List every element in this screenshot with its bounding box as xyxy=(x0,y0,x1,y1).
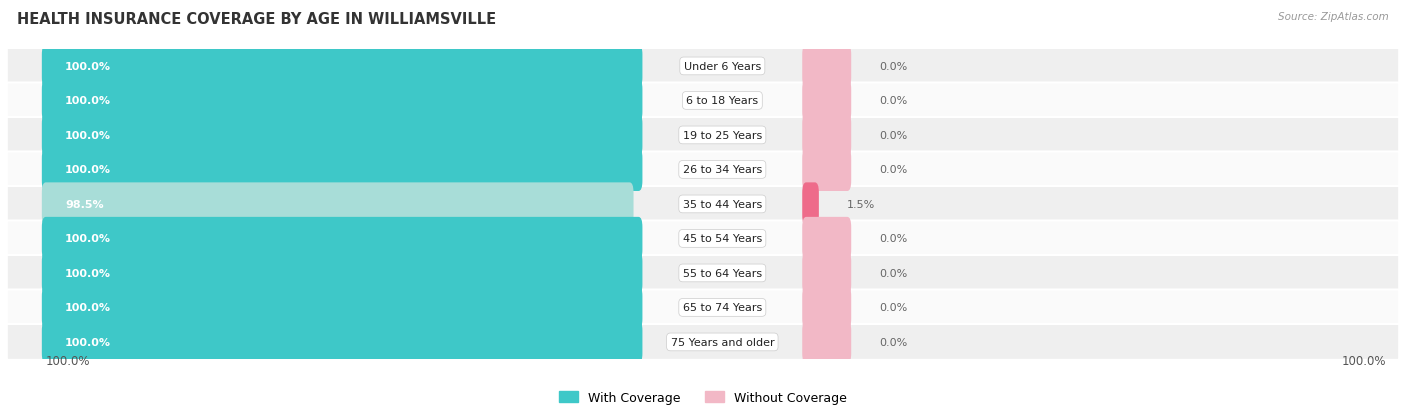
Text: 1.5%: 1.5% xyxy=(848,199,876,209)
FancyBboxPatch shape xyxy=(42,252,643,295)
Text: 100.0%: 100.0% xyxy=(65,165,111,175)
Text: 0.0%: 0.0% xyxy=(880,96,908,106)
FancyBboxPatch shape xyxy=(803,217,851,260)
FancyBboxPatch shape xyxy=(803,114,851,157)
FancyBboxPatch shape xyxy=(7,221,1399,257)
FancyBboxPatch shape xyxy=(42,45,643,88)
Text: 65 to 74 Years: 65 to 74 Years xyxy=(683,303,762,313)
FancyBboxPatch shape xyxy=(803,45,851,88)
Text: 55 to 64 Years: 55 to 64 Years xyxy=(683,268,762,278)
FancyBboxPatch shape xyxy=(803,149,851,192)
FancyBboxPatch shape xyxy=(42,183,634,226)
FancyBboxPatch shape xyxy=(7,83,1399,119)
Text: 0.0%: 0.0% xyxy=(880,234,908,244)
Text: 75 Years and older: 75 Years and older xyxy=(671,337,775,347)
FancyBboxPatch shape xyxy=(42,286,643,329)
Text: 0.0%: 0.0% xyxy=(880,303,908,313)
FancyBboxPatch shape xyxy=(7,324,1399,360)
FancyBboxPatch shape xyxy=(7,118,1399,154)
Text: Source: ZipAtlas.com: Source: ZipAtlas.com xyxy=(1278,12,1389,22)
Text: 35 to 44 Years: 35 to 44 Years xyxy=(683,199,762,209)
FancyBboxPatch shape xyxy=(7,49,1399,85)
Text: 6 to 18 Years: 6 to 18 Years xyxy=(686,96,758,106)
Text: 100.0%: 100.0% xyxy=(65,234,111,244)
FancyBboxPatch shape xyxy=(7,152,1399,188)
FancyBboxPatch shape xyxy=(7,255,1399,291)
Text: 98.5%: 98.5% xyxy=(65,199,104,209)
FancyBboxPatch shape xyxy=(42,114,643,157)
Text: 26 to 34 Years: 26 to 34 Years xyxy=(683,165,762,175)
FancyBboxPatch shape xyxy=(803,286,851,329)
FancyBboxPatch shape xyxy=(7,187,1399,222)
FancyBboxPatch shape xyxy=(42,80,643,123)
Text: 100.0%: 100.0% xyxy=(65,131,111,140)
Text: 100.0%: 100.0% xyxy=(45,354,90,368)
Text: 0.0%: 0.0% xyxy=(880,165,908,175)
FancyBboxPatch shape xyxy=(803,80,851,123)
Text: 45 to 54 Years: 45 to 54 Years xyxy=(683,234,762,244)
Text: Under 6 Years: Under 6 Years xyxy=(683,62,761,72)
FancyBboxPatch shape xyxy=(803,320,851,363)
Text: 19 to 25 Years: 19 to 25 Years xyxy=(683,131,762,140)
Text: 100.0%: 100.0% xyxy=(65,96,111,106)
Text: HEALTH INSURANCE COVERAGE BY AGE IN WILLIAMSVILLE: HEALTH INSURANCE COVERAGE BY AGE IN WILL… xyxy=(17,12,496,27)
Text: 100.0%: 100.0% xyxy=(65,268,111,278)
Text: 100.0%: 100.0% xyxy=(65,303,111,313)
Text: 0.0%: 0.0% xyxy=(880,131,908,140)
Legend: With Coverage, Without Coverage: With Coverage, Without Coverage xyxy=(554,386,852,409)
Text: 0.0%: 0.0% xyxy=(880,62,908,72)
Text: 100.0%: 100.0% xyxy=(65,62,111,72)
FancyBboxPatch shape xyxy=(42,149,643,192)
Text: 100.0%: 100.0% xyxy=(1341,354,1386,368)
FancyBboxPatch shape xyxy=(803,252,851,295)
Text: 0.0%: 0.0% xyxy=(880,337,908,347)
FancyBboxPatch shape xyxy=(42,217,643,260)
Text: 0.0%: 0.0% xyxy=(880,268,908,278)
Text: 100.0%: 100.0% xyxy=(65,337,111,347)
FancyBboxPatch shape xyxy=(42,320,643,363)
FancyBboxPatch shape xyxy=(7,290,1399,325)
FancyBboxPatch shape xyxy=(803,183,818,226)
